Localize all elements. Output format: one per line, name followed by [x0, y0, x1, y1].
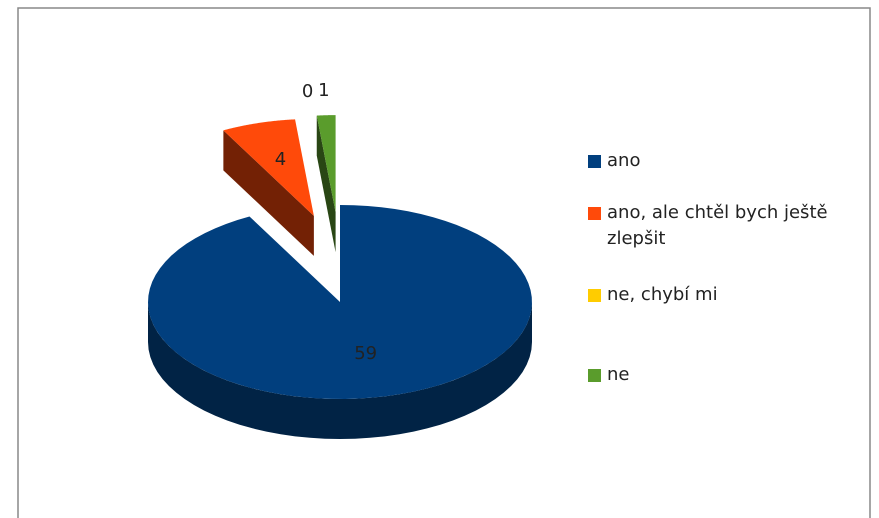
data-label: 1 [318, 80, 329, 101]
slice [148, 205, 532, 439]
data-label: 59 [354, 343, 377, 364]
slice-side [148, 302, 532, 439]
legend-label: ano [607, 150, 641, 171]
legend-item: ne [588, 362, 868, 388]
legend-label: ano, ale chtěl bych ještě zlepšit [607, 202, 828, 249]
slice-top [223, 119, 314, 216]
slice [223, 119, 314, 256]
slice-wall [223, 130, 314, 256]
legend-label: ne [607, 364, 630, 385]
legend-swatch [588, 155, 601, 168]
data-label: 0 [302, 81, 313, 102]
legend-label: ne, chybí mi [607, 284, 718, 305]
data-label: 4 [275, 149, 286, 170]
frame [17, 7, 871, 518]
slice [316, 115, 336, 253]
legend-swatch [588, 369, 601, 382]
legend-swatch [588, 289, 601, 302]
legend-swatch [588, 207, 601, 220]
slice-top [316, 115, 336, 213]
slice-top [148, 205, 532, 399]
legend-item: ne, chybí mi [588, 282, 868, 308]
slice-wall [316, 115, 336, 253]
legend-item: ano, ale chtěl bych ještě zlepšit [588, 200, 868, 252]
legend-item: ano [588, 148, 868, 174]
